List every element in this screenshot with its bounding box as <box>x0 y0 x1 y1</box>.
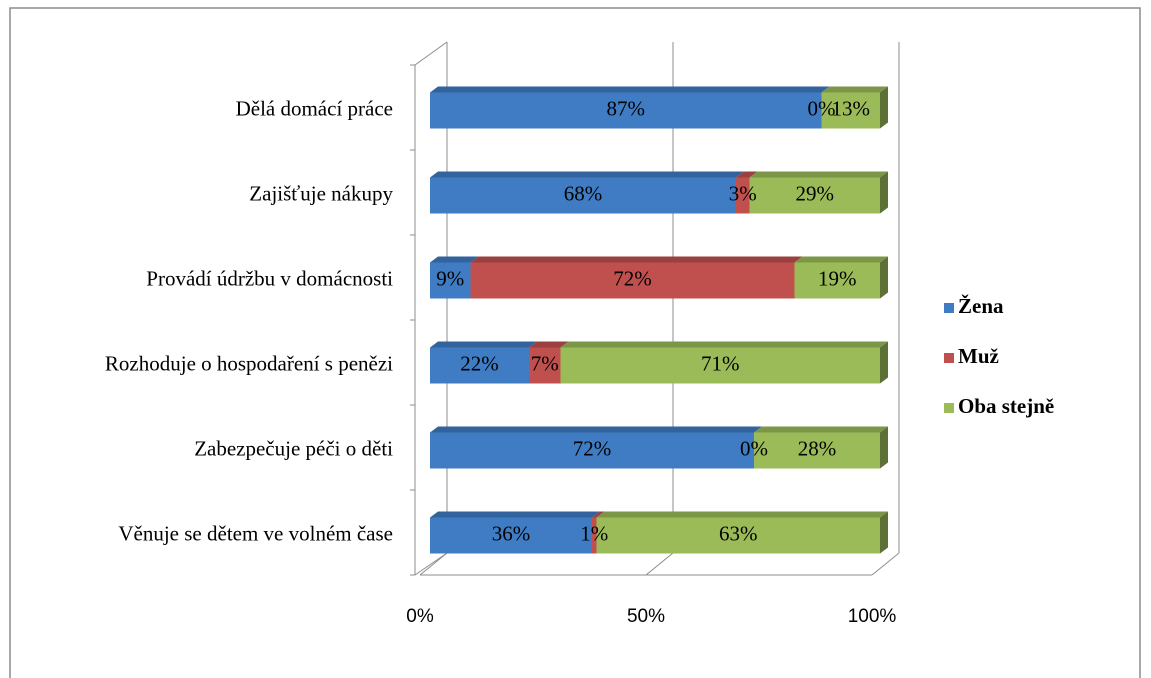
bar-top <box>754 426 888 433</box>
bar-side <box>880 511 888 554</box>
y-tick-label: Věnuje se dětem ve volném čase <box>118 521 393 545</box>
grid-line <box>645 552 674 576</box>
legend-swatch <box>944 303 954 313</box>
bar-top <box>821 86 888 93</box>
data-label: 0% <box>740 436 768 460</box>
bar-top <box>430 256 479 263</box>
bar-top <box>430 341 537 348</box>
bar <box>430 347 529 384</box>
data-label: 72% <box>573 436 612 460</box>
data-label: 28% <box>798 436 837 460</box>
legend-label: Oba stejně <box>958 394 1054 418</box>
bar <box>430 517 592 554</box>
y-tick-label: Rozhoduje o hospodaření s penězi <box>105 351 393 375</box>
data-label: 36% <box>492 521 531 545</box>
data-label: 22% <box>460 351 499 375</box>
legend-swatch <box>944 353 954 363</box>
bar-side <box>880 86 888 129</box>
bar-top <box>596 511 888 518</box>
y-tick-label: Zajišťuje nákupy <box>249 181 393 205</box>
data-label: 1% <box>580 521 608 545</box>
data-label: 87% <box>607 96 646 120</box>
bar-top <box>529 341 569 348</box>
grid-line <box>419 552 448 576</box>
bar <box>430 262 471 299</box>
bar <box>592 517 597 554</box>
data-label: 72% <box>613 266 652 290</box>
bar <box>430 177 736 214</box>
bar <box>749 177 880 214</box>
wall-edge <box>414 41 448 66</box>
data-label: 71% <box>701 351 740 375</box>
bar-top <box>430 511 600 518</box>
x-tick-label: 50% <box>627 606 665 627</box>
x-tick-label: 100% <box>848 606 897 627</box>
bar <box>560 347 880 384</box>
bar-side <box>880 341 888 384</box>
data-label: 3% <box>729 181 757 205</box>
data-label: 9% <box>436 266 464 290</box>
x-tick-label: 0% <box>406 606 434 627</box>
bar-top <box>470 256 803 263</box>
data-label: 29% <box>796 181 835 205</box>
data-label: 63% <box>719 521 758 545</box>
legend-label: Muž <box>958 344 999 368</box>
bar-top <box>794 256 888 263</box>
data-label: 7% <box>531 351 559 375</box>
bar <box>821 92 880 129</box>
bar <box>794 262 880 299</box>
y-tick-label: Dělá domácí práce <box>236 96 393 120</box>
bar-top <box>430 86 830 93</box>
data-label: 13% <box>832 96 871 120</box>
floor-edge <box>414 552 448 576</box>
data-label: 0% <box>808 96 836 120</box>
bar <box>596 517 880 554</box>
bar <box>430 432 754 469</box>
bar-side <box>880 256 888 299</box>
bar-top <box>736 171 758 178</box>
bar-top <box>592 511 605 518</box>
bar <box>430 92 822 129</box>
bar-top <box>560 341 888 348</box>
data-label: 68% <box>564 181 603 205</box>
bar <box>754 432 880 469</box>
bar <box>736 177 750 214</box>
y-tick-label: Provádí údržbu v domácnosti <box>146 266 393 290</box>
y-tick-label: Zabezpečuje péči o děti <box>194 436 393 460</box>
bar-top <box>749 171 888 178</box>
bar-side <box>880 171 888 214</box>
grid-line <box>871 552 900 576</box>
bar-top <box>430 171 744 178</box>
legend-swatch <box>944 403 954 413</box>
legend-label: Žena <box>958 294 1004 318</box>
bar <box>529 347 561 384</box>
bar-side <box>880 426 888 469</box>
bar-top <box>430 426 762 433</box>
data-label: 19% <box>818 266 857 290</box>
bar <box>470 262 795 299</box>
